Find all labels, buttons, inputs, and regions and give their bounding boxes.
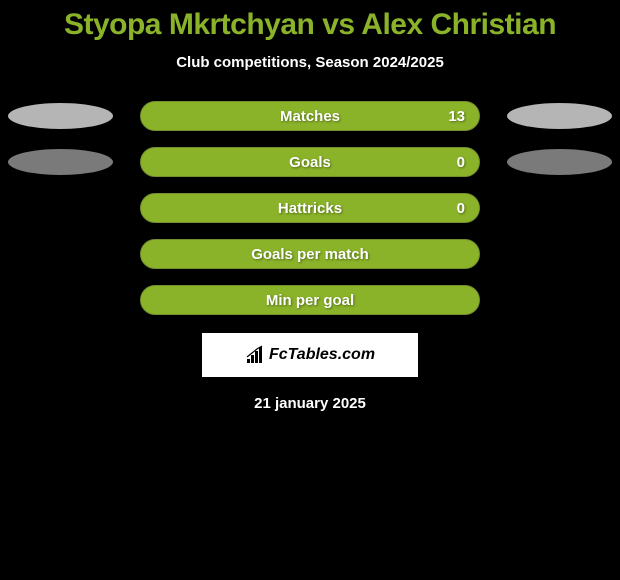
ellipse-left-matches: [8, 103, 113, 129]
stat-label-goals-per-match: Goals per match: [251, 246, 369, 263]
subtitle: Club competitions, Season 2024/2025: [0, 54, 620, 71]
stat-label-hattricks: Hattricks: [278, 200, 342, 217]
stat-value-goals: 0: [457, 154, 465, 171]
stat-row-hattricks: Hattricks 0: [0, 193, 620, 223]
stat-row-goals-per-match: Goals per match: [0, 239, 620, 269]
stat-row-min-per-goal: Min per goal: [0, 285, 620, 315]
logo-inner: FcTables.com: [245, 345, 375, 365]
ellipse-right-matches: [507, 103, 612, 129]
ellipse-left-goals: [8, 149, 113, 175]
stat-bar-matches: Matches 13: [140, 101, 480, 131]
stat-bar-hattricks: Hattricks 0: [140, 193, 480, 223]
stat-row-matches: Matches 13: [0, 101, 620, 131]
logo-box: FcTables.com: [202, 333, 418, 377]
stat-value-hattricks: 0: [457, 200, 465, 217]
stat-row-goals: Goals 0: [0, 147, 620, 177]
stat-bar-goals: Goals 0: [140, 147, 480, 177]
stat-value-matches: 13: [448, 108, 465, 125]
stat-label-goals: Goals: [289, 154, 331, 171]
stat-bar-min-per-goal: Min per goal: [140, 285, 480, 315]
ellipse-right-goals: [507, 149, 612, 175]
stat-bar-goals-per-match: Goals per match: [140, 239, 480, 269]
stats-area: Matches 13 Goals 0 Hattricks 0 Goals per…: [0, 101, 620, 315]
stat-label-matches: Matches: [280, 108, 340, 125]
main-container: Styopa Mkrtchyan vs Alex Christian Club …: [0, 0, 620, 412]
page-title: Styopa Mkrtchyan vs Alex Christian: [0, 8, 620, 42]
chart-icon: [245, 345, 265, 365]
logo-text: FcTables.com: [269, 346, 375, 364]
stat-label-min-per-goal: Min per goal: [266, 292, 354, 309]
date-text: 21 january 2025: [0, 395, 620, 412]
